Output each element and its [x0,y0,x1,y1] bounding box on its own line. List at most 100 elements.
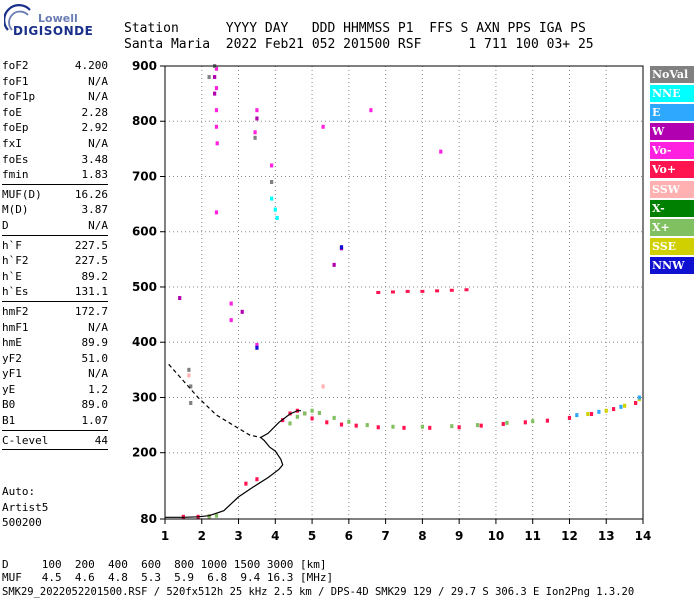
param-value: N/A [88,136,108,150]
data-point [253,130,257,135]
data-point [611,407,616,412]
param-row: fxI N/A [2,136,108,152]
profile-extrapolation [168,363,261,439]
data-point [275,215,279,220]
param-label: yF2 [2,351,22,365]
data-point [365,423,369,428]
data-point [623,403,627,408]
param-row: h`Es 131.1 [2,284,108,300]
param-value: 227.5 [74,254,108,268]
x-tick-label: 7 [381,529,389,543]
data-point [391,424,395,429]
data-point [303,411,307,416]
x-tick-label: 14 [635,529,652,543]
plot-frame [164,65,644,520]
data-point [604,408,608,413]
data-point [545,418,549,423]
param-value: 4.200 [74,59,108,72]
y-tick-label: 700 [132,169,157,183]
param-row: foE 2.28 [2,105,108,121]
param-label: MUF(D) [2,187,42,201]
data-point [505,420,509,425]
parameter-panel: foF2 4.200 foF1 N/A foF1p N/A foE 2.28 foEp 2.92 f… [2,58,108,452]
header-row-1: Station YYYY DAY DDD HHMMSS P1 FFS S AXN… [124,21,586,36]
param-row: h`F2 227.5 [2,253,108,269]
legend-item: SSE [650,237,694,255]
data-point [214,210,219,215]
param-label: yF1 [2,367,22,381]
param-row: hmF1 N/A [2,320,108,336]
data-point [332,262,336,267]
param-row: hmE 89.9 [2,335,108,351]
data-point [354,423,358,428]
param-row: yF2 51.0 [2,351,108,367]
data-point [390,290,395,294]
y-tick-label: 80 [140,512,157,526]
data-point [270,180,274,185]
legend-item: NNE [650,85,694,103]
param-row: B0 89.0 [2,397,108,413]
y-tick-label: 200 [132,446,157,460]
data-point [253,135,257,140]
param-label: hmF1 [2,320,29,334]
data-point [310,408,314,413]
param-value: 51.0 [81,351,109,365]
legend-item: E [650,104,694,122]
data-point [464,288,469,292]
param-label: foEs [2,152,29,166]
param-separator [2,429,108,431]
param-row: foEp 2.92 [2,120,108,136]
x-tick-label: 8 [418,529,426,543]
param-value: 2.28 [81,105,109,119]
param-row: C-level 44 [2,433,108,449]
chart-ticks: 1 2 3 4 5 6 7 8 9 10 11 12 13 14802003004005006007008… [132,59,651,543]
param-value: 172.7 [74,304,108,318]
data-point [405,289,410,293]
param-value: 3.48 [81,152,109,166]
data-point [187,367,191,372]
data-point [523,420,527,425]
data-point [317,410,322,415]
data-point [376,291,381,294]
data-point [213,91,217,96]
data-point [214,513,219,518]
data-point [207,75,211,80]
x-tick-label: 1 [161,529,169,543]
autoscaling-info: Auto: Artist5 500200 [2,484,48,531]
param-row: hmF2 172.7 [2,304,108,320]
data-point [479,423,483,428]
data-point [255,342,259,347]
param-value: 227.5 [74,238,108,252]
param-value: N/A [88,218,108,232]
legend-item: NNW [650,256,694,274]
param-label: foF1p [2,90,36,104]
param-label: B0 [2,398,16,412]
param-separator [2,183,108,185]
data-point [214,124,219,129]
param-row: foF1 N/A [2,74,108,90]
data-point [439,149,443,154]
param-row: D N/A [2,218,108,234]
param-row: B1 1.07 [2,413,108,429]
data-point [229,301,233,306]
x-tick-label: 5 [308,529,316,543]
x-tick-label: 13 [598,529,615,543]
param-label: h`Es [2,285,29,299]
data-point [229,318,233,323]
x-tick-label: 2 [198,529,206,543]
param-label: foE [2,105,22,119]
data-point [325,420,329,425]
data-point [270,163,274,168]
y-tick-label: 800 [132,114,157,128]
y-tick-label: 900 [132,59,157,73]
data-point [531,419,535,424]
file-info-footer: SMK29_2022052201500.RSF / 520fx512h 25 k… [2,586,635,598]
param-label: hmF2 [2,304,29,318]
data-point [189,400,193,405]
data-point [189,384,193,389]
data-point [273,207,277,212]
data-point [310,416,314,421]
data-point [339,245,344,250]
data-point [255,345,259,350]
